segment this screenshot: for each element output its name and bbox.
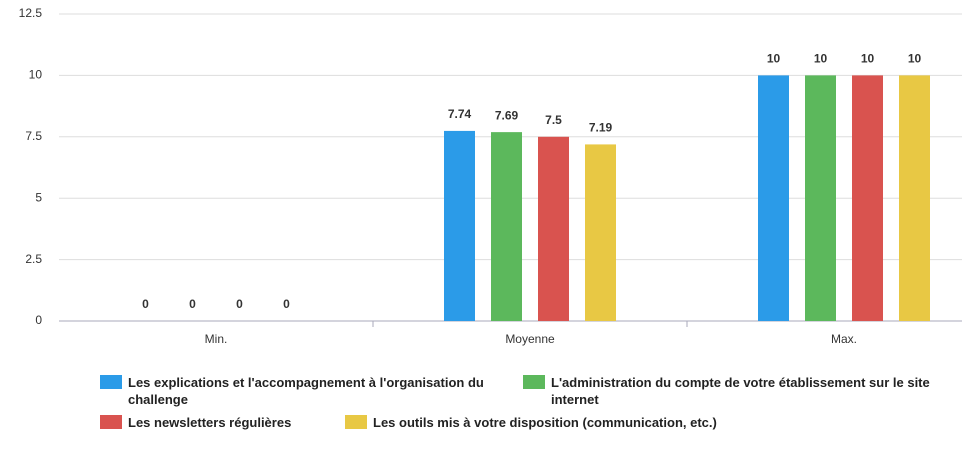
- data-label: 10: [814, 52, 828, 66]
- legend-label: Les outils mis à votre disposition (comm…: [373, 415, 717, 430]
- legend-label: L'administration du compte de votre étab…: [551, 375, 930, 407]
- data-label: 0: [283, 297, 290, 311]
- legend-swatch: [100, 375, 122, 389]
- legend-label: Les newsletters régulières: [128, 415, 292, 430]
- data-label: 10: [767, 52, 781, 66]
- legend-item: Les explications et l'accompagnement à l…: [100, 374, 508, 408]
- bar: [444, 130, 475, 321]
- bar: [852, 75, 883, 322]
- legend-swatch: [523, 375, 545, 389]
- data-label: 10: [861, 52, 875, 66]
- x-tick-label: Max.: [831, 332, 857, 346]
- bar: [538, 136, 569, 321]
- bar: [805, 75, 836, 322]
- data-label: 0: [189, 297, 196, 311]
- data-label: 7.19: [589, 121, 613, 135]
- bar: [899, 75, 930, 322]
- legend-item: Les outils mis à votre disposition (comm…: [345, 414, 753, 431]
- legend-swatch: [100, 415, 122, 429]
- y-tick-label: 2.5: [25, 252, 42, 266]
- data-label: 7.74: [448, 107, 472, 121]
- bar: [585, 144, 616, 321]
- data-label: 10: [908, 52, 922, 66]
- y-tick-label: 7.5: [25, 129, 42, 143]
- x-tick-label: Min.: [205, 332, 228, 346]
- x-tick-label: Moyenne: [505, 332, 555, 346]
- data-label: 7.69: [495, 108, 519, 122]
- bar: [758, 75, 789, 322]
- y-tick-label: 10: [29, 68, 43, 82]
- data-label: 7.5: [545, 113, 562, 127]
- data-label: 0: [236, 297, 243, 311]
- data-label: 0: [142, 297, 149, 311]
- legend-item: L'administration du compte de votre étab…: [523, 374, 951, 408]
- y-tick-label: 0: [35, 313, 42, 327]
- y-tick-label: 12.5: [19, 6, 43, 20]
- legend-label: Les explications et l'accompagnement à l…: [128, 375, 484, 407]
- bar: [491, 132, 522, 321]
- chart: 0 2.5 5 7.5 10 12.5 Min. 0 0 0 0 Moyenne 7.74 7.69 7.5…: [19, 6, 962, 346]
- legend-item: Les newsletters régulières: [100, 414, 358, 431]
- y-tick-label: 5: [35, 190, 42, 204]
- legend-swatch: [345, 415, 367, 429]
